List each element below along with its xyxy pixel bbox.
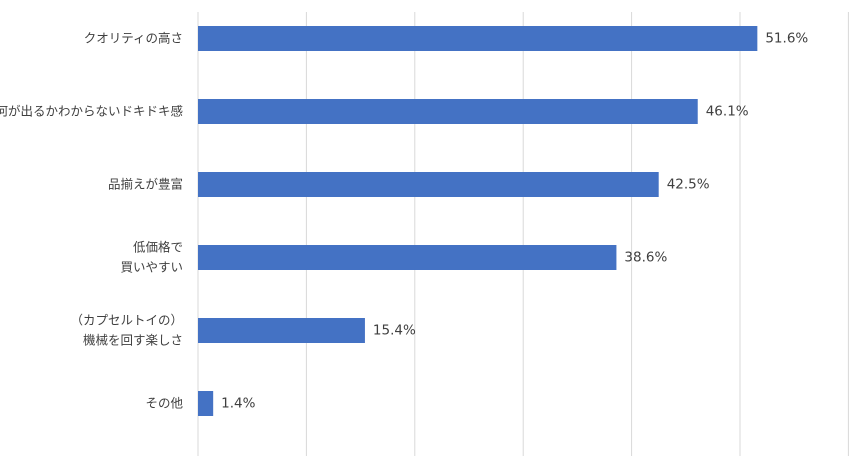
category-label-5: その他 <box>145 395 183 410</box>
category-label-2: 品揃えが豊富 <box>108 176 183 191</box>
bar-4 <box>198 318 365 343</box>
bar-5 <box>198 391 214 416</box>
category-label-0: クオリティの高さ <box>84 30 183 45</box>
category-label-1: 何が出るかわからないドキドキ感 <box>0 103 183 118</box>
data-label-5: 1.4% <box>221 396 255 412</box>
data-label-2: 42.5% <box>667 177 710 193</box>
bars <box>198 26 758 416</box>
bar-0 <box>198 26 758 51</box>
bar-3 <box>198 245 617 270</box>
data-label-1: 46.1% <box>706 104 749 120</box>
data-label-0: 51.6% <box>765 31 808 47</box>
gridlines <box>197 12 849 456</box>
data-label-3: 38.6% <box>624 250 667 266</box>
bar-2 <box>198 172 659 197</box>
category-label-3: 低価格で買いやすい <box>120 239 183 274</box>
category-label-4: （カプセルトイの）機械を回す楽しさ <box>70 312 183 347</box>
bar-1 <box>198 99 698 124</box>
data-labels: 51.6% 46.1% 42.5% 38.6% 15.4% 1.4% <box>221 31 808 412</box>
data-label-4: 15.4% <box>373 323 416 339</box>
